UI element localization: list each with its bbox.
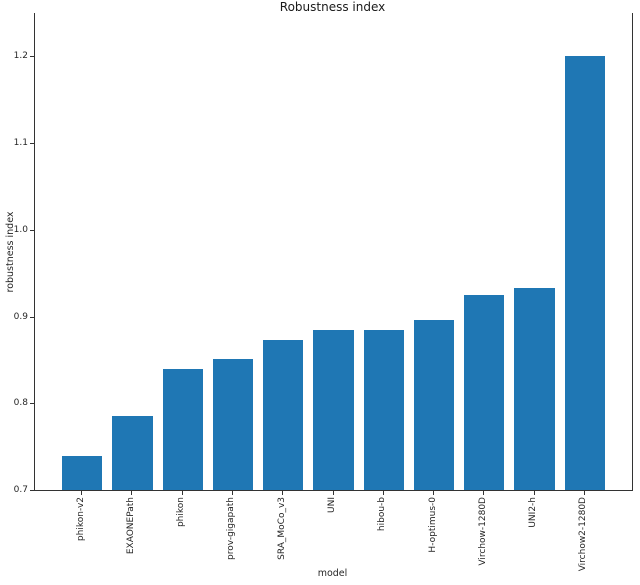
x-tick-mark [583,491,585,495]
x-tick-mark [81,491,83,495]
bar-prov-gigapath [212,359,254,490]
y-tick-label: 1.2 [13,51,28,62]
bar-SRA_MoCo_v3 [263,339,304,490]
plot-area [34,13,633,491]
y-tick-label: 1.1 [13,138,28,149]
y-tick-mark [30,56,34,58]
x-tick-mark [282,491,284,495]
bar-UNI2-h [514,287,555,490]
bar-phikon-v2 [62,456,103,490]
y-tick-mark [30,229,34,231]
x-tick-label-Virchow2-1280D: Virchow2-1280D [578,497,589,572]
x-tick-label-phikon-v2: phikon-v2 [75,497,86,542]
y-tick-label: 0.9 [13,311,28,322]
x-tick-mark [231,491,233,495]
x-axis-label: model [317,568,348,579]
x-tick-label-Virchow-1280D: Virchow-1280D [477,497,488,566]
y-axis-label: robustness index [5,211,16,293]
y-tick-mark [30,403,34,405]
x-tick-mark [131,491,133,495]
x-tick-label-H-optimus-0: H-optimus-0 [427,497,438,553]
x-tick-label-phikon: phikon [176,497,187,528]
bar-Virchow-1280D [464,294,505,490]
bar-hibou-b [363,329,404,490]
x-tick-mark [382,491,384,495]
chart-title: Robustness index [279,0,386,14]
x-tick-label-EXAONEPath: EXAONEPath [125,497,136,555]
x-tick-label-prov-gigapath: prov-gigapath [226,497,237,560]
y-tick-mark [30,143,34,145]
y-tick-label: 0.8 [13,398,28,409]
x-tick-label-UNI: UNI [327,497,337,513]
bar-UNI [313,330,354,490]
x-tick-mark [483,491,485,495]
y-tick-mark [30,316,34,318]
bar-Virchow2-1280D [564,56,605,490]
x-tick-label-hibou-b: hibou-b [377,497,388,532]
x-tick-label-UNI2-h: UNI2-h [528,497,538,528]
y-tick-label: 0.7 [13,485,28,495]
y-tick-label: 1.0 [13,224,28,235]
x-tick-mark [433,491,434,495]
bar-EXAONEPath [112,416,153,490]
x-tick-label-SRA_MoCo_v3: SRA_MoCo_v3 [276,497,287,560]
bar-phikon [162,368,203,490]
y-tick-mark [30,490,34,491]
bar-H-optimus-0 [413,320,455,490]
x-tick-mark [533,491,535,495]
x-tick-mark [332,491,334,495]
x-tick-mark [181,491,183,495]
